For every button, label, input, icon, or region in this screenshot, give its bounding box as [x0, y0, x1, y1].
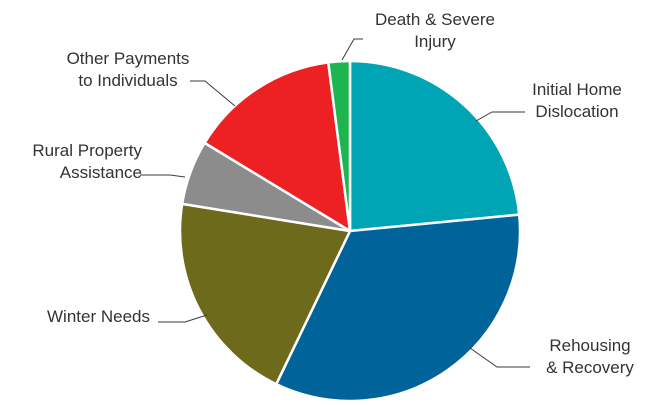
leader-line-initial-home-dislocation: [475, 111, 525, 122]
slice-label-rehousing-and-recovery: Rehousing & Recovery: [546, 336, 634, 377]
pie-slice-death-and-severe-injury: [327, 59, 352, 233]
pie-slice-initial-home-dislocation: [348, 59, 521, 233]
leader-line-rehousing-and-recovery: [469, 347, 530, 368]
slice-label-rural-property-assistance: Rural Property Assistance: [32, 141, 142, 182]
pie-slice-rehousing-and-recovery: [274, 213, 522, 403]
pie-slice-winter-needs: [178, 202, 352, 386]
slice-labels: Initial Home Dislocation Rehousing & Recove…: [32, 10, 634, 377]
slice-label-other-payments-to-individuals: Other Payments to Individuals: [67, 49, 190, 90]
slice-label-initial-home-dislocation: Initial Home Dislocation: [532, 80, 622, 121]
pie-slice-other-payments-to-individuals: [203, 61, 352, 233]
leader-line-winter-needs: [158, 314, 208, 323]
leader-line-death-and-severe-injury: [341, 38, 363, 61]
slice-label-winter-needs: Winter Needs: [47, 307, 150, 326]
slice-label-death-and-severe-injury: Death & Severe Injury: [375, 10, 495, 51]
pie-slices: [178, 59, 522, 403]
leader-line-other-payments-to-individuals: [190, 80, 236, 107]
leader-lines: [140, 38, 530, 368]
leader-line-rural-property-assistance: [140, 174, 186, 178]
